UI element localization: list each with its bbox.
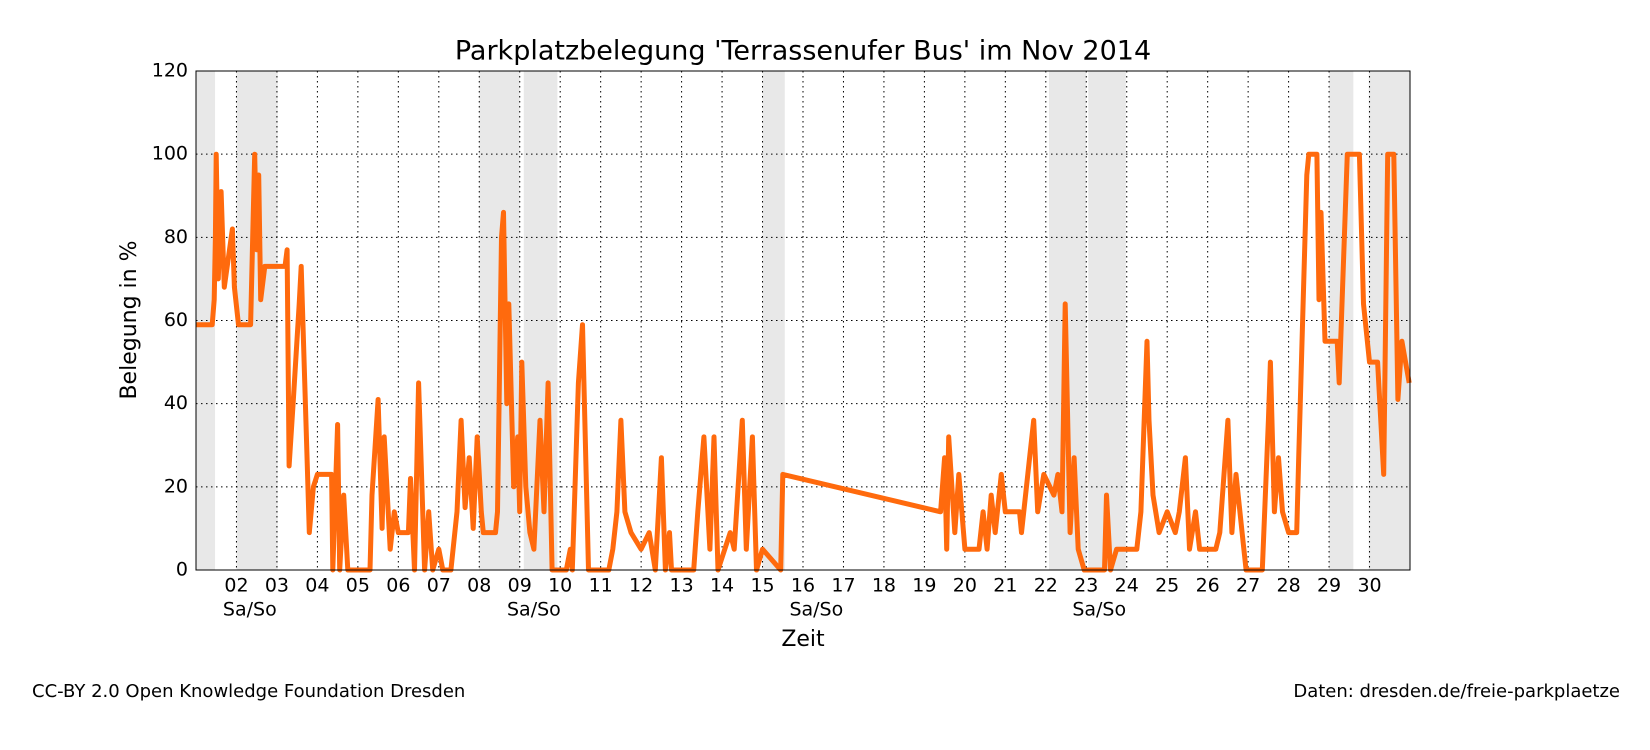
x-tick-label: 22	[1034, 575, 1058, 597]
x-tick-label: 08	[467, 575, 491, 597]
x-tick-label: 20	[953, 575, 977, 597]
y-tick-label: 80	[164, 226, 188, 248]
x-tick-label: 16	[791, 575, 815, 597]
x-tick-label: 18	[872, 575, 896, 597]
footer-right: Daten: dresden.de/freie-parkplaetze	[1293, 681, 1620, 702]
x-tick-label: 02	[224, 575, 248, 597]
x-tick-label: 12	[629, 575, 653, 597]
plot-frame	[195, 70, 1411, 571]
y-tick-label: 20	[164, 475, 188, 497]
x-tick-label: 11	[589, 575, 613, 597]
weekend-label: Sa/So	[507, 599, 561, 621]
x-tick-label: 19	[912, 575, 936, 597]
x-tick-label: 14	[710, 575, 734, 597]
weekend-band	[762, 71, 785, 570]
y-tick-label: 100	[152, 143, 188, 165]
y-axis-label: Belegung in %	[117, 240, 142, 399]
x-tick-label: 17	[831, 575, 855, 597]
y-tick-label: 60	[164, 309, 188, 331]
x-tick-label: 15	[750, 575, 774, 597]
x-tick-label: 24	[1115, 575, 1139, 597]
weekend-label: Sa/So	[789, 599, 843, 621]
x-tick-label: 05	[346, 575, 370, 597]
x-axis-label: Zeit	[781, 627, 825, 652]
y-tick-label: 0	[176, 559, 188, 581]
x-tick-label: 26	[1196, 575, 1220, 597]
x-tick-label: 21	[993, 575, 1017, 597]
y-tick-label: 40	[164, 392, 188, 414]
x-tick-label: 28	[1277, 575, 1301, 597]
x-tick-label: 25	[1155, 575, 1179, 597]
x-tick-label: 06	[386, 575, 410, 597]
weekend-band	[1368, 71, 1410, 570]
x-tick-label: 13	[670, 575, 694, 597]
x-tick-label: 23	[1074, 575, 1098, 597]
x-tick-label: 10	[548, 575, 572, 597]
x-tick-label: 03	[265, 575, 289, 597]
weekend-label: Sa/So	[1072, 599, 1126, 621]
weekend-band	[196, 71, 216, 570]
y-tick-label: 120	[152, 60, 188, 82]
x-tick-label: 04	[305, 575, 329, 597]
weekend-label: Sa/So	[223, 599, 277, 621]
x-tick-label: 09	[508, 575, 532, 597]
footer-left: CC-BY 2.0 Open Knowledge Foundation Dres…	[32, 681, 465, 702]
x-tick-label: 30	[1357, 575, 1381, 597]
plot-area	[196, 70, 1412, 573]
x-tick-label: 27	[1236, 575, 1260, 597]
x-tick-label: 07	[427, 575, 451, 597]
x-tick-label: 29	[1317, 575, 1341, 597]
chart-title: Parkplatzbelegung 'Terrassenufer Bus' im…	[455, 36, 1151, 67]
